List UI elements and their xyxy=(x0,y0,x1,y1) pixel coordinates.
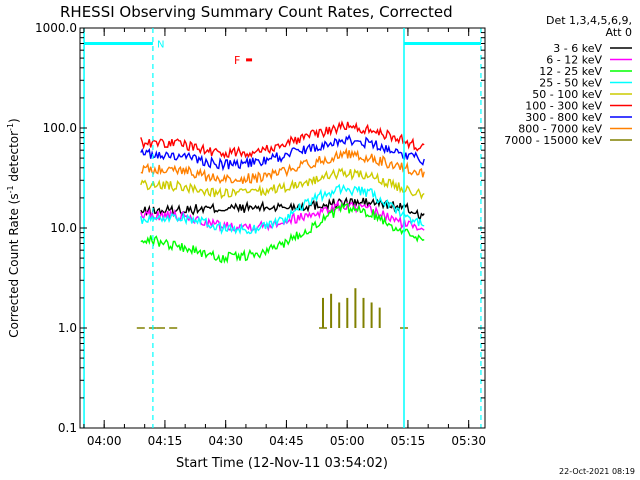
flare-label: F xyxy=(234,54,240,67)
x-tick-label: 04:45 xyxy=(269,434,304,448)
x-axis-label: Start Time (12-Nov-11 03:54:02) xyxy=(176,456,388,471)
chart-title: RHESSI Observing Summary Count Rates, Co… xyxy=(60,3,453,21)
series-line-12-25-kev xyxy=(140,201,425,264)
series-line-6-12-kev xyxy=(140,199,425,232)
y-tick-label: 10.0 xyxy=(50,221,77,235)
legend-label: 7000 - 15000 keV xyxy=(504,134,602,147)
y-axis-label-sup-2: -1 xyxy=(6,123,15,131)
y-tick-label: 1000.0 xyxy=(35,21,77,35)
series-line-25-50-kev xyxy=(140,183,425,236)
generation-timestamp: 22-Oct-2021 08:19 xyxy=(559,467,635,476)
x-tick-label: 04:30 xyxy=(208,434,243,448)
series-line-100-300-kev xyxy=(140,120,425,160)
legend-label: 800 - 7000 keV xyxy=(518,123,602,136)
data-series-layer xyxy=(136,120,425,329)
series-line-300-800-kev xyxy=(140,134,425,172)
legend-label: 3 - 6 keV xyxy=(553,42,602,55)
legend-header-line-2: Att 0 xyxy=(606,26,632,39)
legend-label: 25 - 50 keV xyxy=(539,77,602,90)
y-tick-label: 1.0 xyxy=(58,321,77,335)
y-axis-label-mid: detector xyxy=(7,131,21,186)
legend-label: 50 - 100 keV xyxy=(532,88,602,101)
plot-frame xyxy=(79,27,486,429)
x-tick-label: 05:00 xyxy=(330,434,365,448)
axis-layer: 0.1 1.0 10.0 100.0 1000.0 04:00 04:15 04:30 04:4… xyxy=(35,21,486,448)
y-tick-label: 100.0 xyxy=(43,121,77,135)
x-tick-label: 05:15 xyxy=(391,434,426,448)
x-tick-label: 04:15 xyxy=(148,434,183,448)
series-line-800-7000-kev xyxy=(140,147,425,185)
x-tick-label: 04:00 xyxy=(87,434,122,448)
y-axis-label-sup-1: -1 xyxy=(6,185,15,193)
legend-label: 100 - 300 keV xyxy=(525,100,602,113)
y-axis-label: Corrected Count Rate (s-1 detector-1) xyxy=(6,118,21,337)
y-axis-label-main: Corrected Count Rate (s xyxy=(7,193,21,337)
x-tick-label: 05:30 xyxy=(451,434,486,448)
series-line-50-100-kev xyxy=(140,167,425,200)
y-tick-label: 0.1 xyxy=(58,421,77,435)
legend-label: 6 - 12 keV xyxy=(546,54,602,67)
legend-label: 300 - 800 keV xyxy=(525,111,602,124)
legend-label: 12 - 25 keV xyxy=(539,65,602,78)
y-axis-label-end: ) xyxy=(7,118,21,123)
legend-header-line-1: Det 1,3,4,5,6,9, xyxy=(546,14,632,27)
night-label: N xyxy=(157,39,164,50)
